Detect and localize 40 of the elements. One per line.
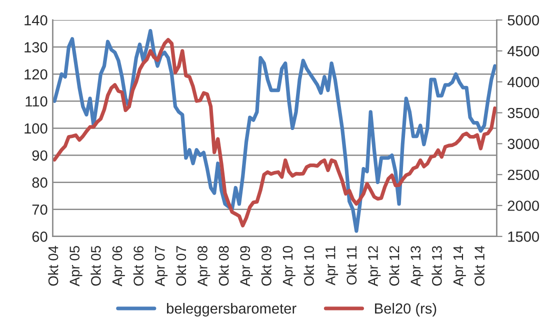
y-tick-label: 110	[26, 96, 48, 107]
x-tick-label: Apr 08	[198, 246, 210, 286]
x-tick-label: Okt 05	[90, 246, 101, 286]
legend-label: Bel20 (rs)	[375, 302, 436, 317]
x-tick-label: Okt 11	[346, 246, 357, 285]
y-tick-label: 60	[32, 232, 48, 242]
x-tick-label: Apr 05	[70, 246, 82, 286]
x-tick-label: Okt 10	[304, 246, 314, 286]
x-tick-label: Okt 13	[432, 246, 442, 286]
y-tick-label: 80	[32, 177, 48, 188]
y-tick-label: 140	[24, 15, 48, 26]
x-tick-label: Apr 10	[282, 246, 296, 286]
y-tick-label: 70	[32, 204, 48, 215]
x-tick-label: Okt 04	[48, 246, 58, 286]
x-tick-label: Apr 09	[240, 246, 253, 286]
y2-tick-label: 3000	[508, 138, 540, 150]
x-tick-label: Apr 12	[368, 246, 381, 286]
x-tick-label: Okt 14	[474, 246, 484, 286]
y2-tick-label: 4500	[507, 46, 540, 56]
y-tick-label: 90	[32, 150, 48, 161]
x-tick-label: Okt 12	[389, 246, 400, 286]
x-tick-label: Okt 07	[176, 246, 186, 286]
x-tick-label: Apr 13	[410, 246, 424, 286]
y2-tick-label: 4000	[507, 76, 540, 88]
y2-tick-label: 3500	[508, 108, 540, 118]
x-tick-label: Okt 09	[261, 246, 272, 286]
y-tick-label: 130	[24, 42, 48, 52]
x-tick-label: Okt 06	[133, 246, 144, 286]
y2-tick-label: 1500	[508, 232, 540, 242]
y2-tick-label: 5000	[508, 15, 540, 26]
y2-tick-label: 2000	[508, 200, 540, 211]
x-tick-label: Apr 07	[154, 246, 168, 286]
x-tick-label: Apr 11	[326, 246, 338, 286]
y-tick-label: 120	[24, 69, 48, 80]
y2-tick-label: 2500	[508, 170, 540, 180]
y-tick-label: 100	[24, 123, 48, 134]
x-tick-label: Apr 14	[453, 246, 466, 286]
x-tick-label: Okt 08	[218, 246, 229, 286]
legend-label: beleggersbarometer	[167, 302, 296, 317]
x-tick-label: Apr 06	[112, 246, 125, 286]
